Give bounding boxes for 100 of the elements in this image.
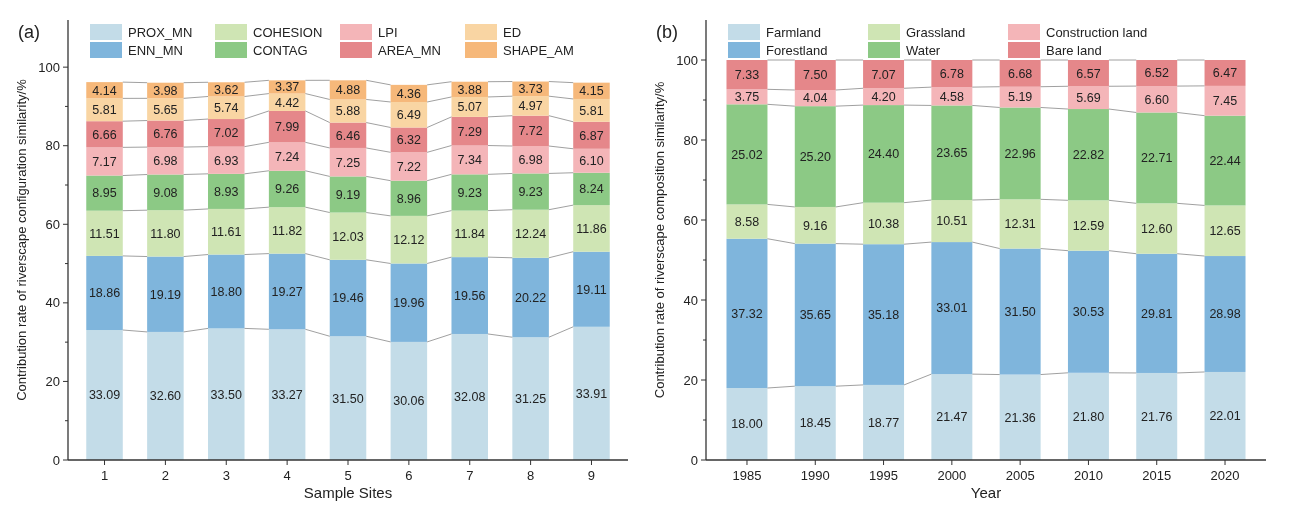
bar — [999, 374, 1041, 460]
y-tick-label: 40 — [683, 292, 698, 308]
data-label: 10.51 — [936, 214, 968, 229]
data-label: 7.17 — [92, 154, 117, 169]
data-label: 22.44 — [1209, 153, 1241, 168]
data-label: 4.58 — [939, 89, 965, 104]
bar — [1136, 253, 1178, 373]
data-label: 4.04 — [803, 91, 828, 106]
data-label: 6.98 — [518, 153, 543, 168]
x-tick-label: 4 — [283, 468, 291, 483]
bar — [794, 386, 836, 460]
data-label: 8.24 — [579, 182, 604, 197]
data-label: 8.58 — [734, 214, 760, 229]
bar — [451, 116, 488, 146]
x-tick-label: 1995 — [869, 468, 899, 483]
bar — [1067, 250, 1109, 373]
bar — [1204, 60, 1246, 86]
data-label: 18.00 — [731, 417, 763, 432]
data-label: 5.81 — [579, 103, 604, 118]
legend-label: AREA_MN — [378, 42, 441, 58]
data-label: 3.62 — [214, 82, 239, 97]
bar — [147, 331, 184, 460]
data-label: 6.93 — [214, 153, 239, 168]
data-label: 31.25 — [514, 391, 547, 406]
bar — [208, 119, 245, 147]
data-label: 7.50 — [803, 68, 828, 83]
data-label: 18.80 — [210, 284, 242, 299]
data-label: 18.45 — [799, 416, 831, 431]
data-label: 3.73 — [518, 82, 543, 97]
data-label: 7.29 — [457, 124, 482, 139]
bar — [1204, 115, 1246, 206]
bar — [268, 207, 306, 254]
legend-label: ED — [503, 24, 522, 40]
legend-label: Forestland — [766, 42, 828, 58]
data-label: 4.36 — [396, 86, 422, 101]
bar — [726, 238, 768, 388]
y-axis-title: Contribution rate of riverscape composition similarity/% — [652, 81, 667, 399]
data-label: 8.95 — [92, 186, 117, 201]
bar — [863, 60, 905, 89]
y-tick-label: 80 — [683, 132, 698, 148]
data-label: 30.06 — [393, 394, 425, 409]
data-label: 33.27 — [271, 388, 303, 403]
data-label: 21.76 — [1141, 409, 1173, 424]
data-label: 31.50 — [1004, 304, 1036, 319]
bar — [86, 255, 123, 330]
bar — [794, 206, 836, 244]
data-label: 12.12 — [393, 233, 425, 248]
bar — [573, 205, 610, 252]
data-label: 10.38 — [867, 216, 900, 231]
data-label: 12.24 — [514, 227, 547, 242]
data-label: 9.26 — [274, 182, 300, 197]
data-label: 3.75 — [734, 90, 760, 105]
data-label: 35.65 — [799, 308, 831, 323]
data-label: 6.87 — [579, 128, 604, 143]
x-tick-label: 9 — [587, 468, 596, 483]
data-label: 9.16 — [803, 218, 828, 233]
y-tick-label: 40 — [45, 295, 60, 311]
data-label: 11.51 — [89, 226, 120, 241]
data-label: 8.93 — [214, 184, 239, 199]
x-tick-label: 6 — [405, 468, 413, 483]
bar — [451, 333, 488, 460]
data-label: 31.50 — [332, 391, 364, 406]
data-label: 32.60 — [149, 389, 182, 404]
bar — [329, 176, 367, 213]
bar — [208, 254, 245, 329]
legend-label: LPI — [378, 24, 398, 40]
data-label: 9.23 — [457, 185, 482, 200]
data-label: 7.34 — [457, 153, 482, 168]
bar — [999, 248, 1041, 375]
data-label: 6.46 — [335, 128, 361, 143]
x-tick-label: 8 — [526, 468, 535, 483]
data-label: 7.07 — [871, 67, 896, 82]
data-label: 9.08 — [153, 185, 178, 200]
x-tick-label: 2 — [161, 468, 170, 483]
bar — [573, 251, 610, 327]
bar — [931, 374, 973, 460]
bar — [86, 147, 123, 176]
bar — [573, 172, 610, 206]
x-axis-title: Year — [970, 484, 1002, 501]
bar — [999, 199, 1041, 249]
data-label: 6.68 — [1007, 66, 1033, 81]
data-label: 8.96 — [396, 191, 422, 206]
data-label: 12.03 — [332, 229, 364, 244]
data-label: 4.20 — [871, 90, 896, 105]
data-label: 7.72 — [518, 124, 543, 139]
data-label: 22.82 — [1072, 148, 1105, 163]
bar — [268, 329, 306, 460]
y-tick-label: 100 — [676, 52, 698, 68]
bar — [1204, 256, 1246, 372]
data-label: 3.37 — [274, 80, 300, 95]
data-label: 6.52 — [1144, 66, 1169, 81]
legend-label: COHESION — [253, 24, 323, 40]
legend-label: Water — [906, 42, 941, 58]
data-label: 33.09 — [88, 388, 121, 403]
bar — [390, 152, 428, 181]
bar — [1136, 112, 1178, 204]
data-label: 6.57 — [1076, 66, 1101, 81]
legend-label: PROX_MN — [128, 24, 193, 40]
y-axis-title: Contribution rate of riverscape configuration similarity/% — [14, 78, 29, 401]
data-label: 5.74 — [214, 101, 239, 116]
